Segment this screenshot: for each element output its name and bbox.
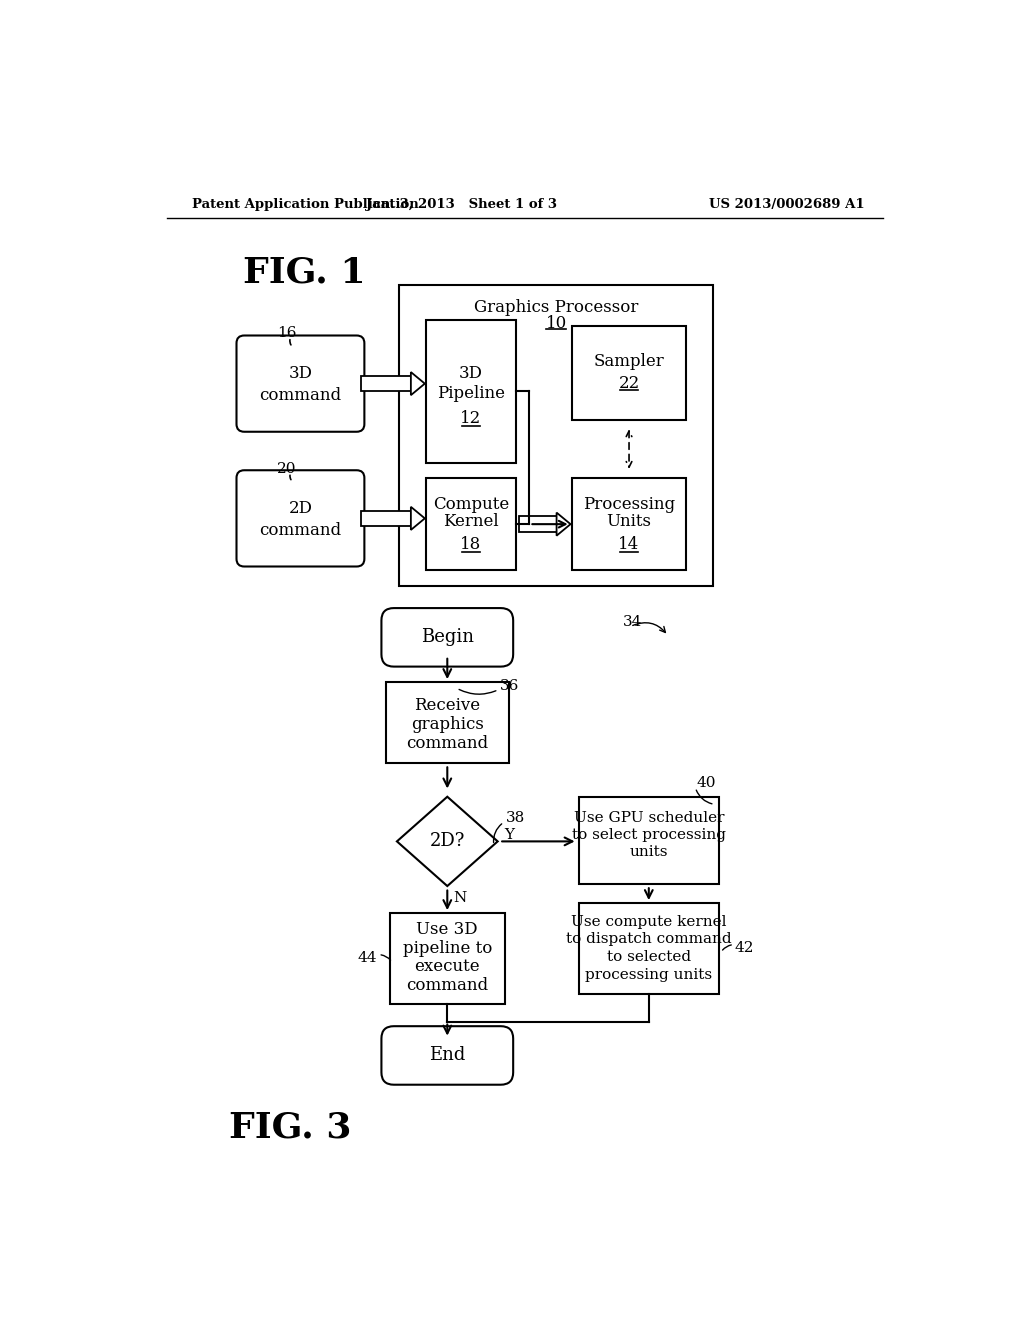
Polygon shape [411, 372, 425, 395]
Bar [579, 797, 719, 884]
Text: processing units: processing units [586, 968, 713, 982]
Text: Use 3D: Use 3D [417, 921, 478, 939]
Text: to selected: to selected [607, 950, 691, 964]
Bar [579, 903, 719, 994]
Text: Use compute kernel: Use compute kernel [571, 915, 727, 929]
FancyBboxPatch shape [381, 1026, 513, 1085]
Text: N: N [454, 891, 467, 904]
Text: to select processing: to select processing [571, 828, 726, 842]
Text: 22: 22 [618, 375, 640, 392]
Text: execute: execute [415, 958, 480, 975]
Text: 3D: 3D [459, 366, 483, 383]
Bar [426, 478, 515, 570]
Text: command: command [259, 387, 341, 404]
Text: Use GPU scheduler: Use GPU scheduler [573, 812, 724, 825]
Text: 2D: 2D [289, 500, 312, 517]
Polygon shape [557, 512, 570, 536]
Bar [386, 682, 509, 763]
Text: 18: 18 [461, 536, 481, 553]
Text: to dispatch command: to dispatch command [566, 932, 731, 946]
Text: Units: Units [606, 513, 651, 531]
Text: 3D: 3D [289, 366, 312, 383]
Bar [426, 321, 515, 462]
Text: 12: 12 [461, 411, 481, 428]
Text: pipeline to: pipeline to [402, 940, 492, 957]
Text: FIG. 3: FIG. 3 [228, 1110, 351, 1144]
Text: 34: 34 [623, 615, 642, 628]
Text: FIG. 1: FIG. 1 [243, 255, 366, 289]
Text: Graphics Processor: Graphics Processor [474, 298, 638, 315]
Text: Patent Application Publication: Patent Application Publication [191, 198, 418, 211]
Text: command: command [259, 521, 341, 539]
Bar [360, 511, 411, 527]
Text: command: command [407, 977, 488, 994]
Bar [390, 913, 505, 1003]
FancyBboxPatch shape [237, 470, 365, 566]
Text: 36: 36 [500, 678, 519, 693]
Bar [572, 326, 686, 420]
Polygon shape [411, 507, 425, 529]
Text: graphics: graphics [411, 715, 483, 733]
Text: 2D?: 2D? [430, 833, 465, 850]
Text: 38: 38 [506, 812, 524, 825]
Bar [519, 516, 557, 532]
Text: End: End [429, 1047, 466, 1064]
Bar [360, 376, 411, 391]
Text: Receive: Receive [415, 697, 480, 714]
Text: Begin: Begin [421, 628, 474, 647]
Bar [572, 478, 686, 570]
Text: Kernel: Kernel [443, 513, 499, 531]
Text: units: units [630, 845, 668, 859]
Text: 10: 10 [546, 315, 567, 333]
Text: Jan. 3, 2013   Sheet 1 of 3: Jan. 3, 2013 Sheet 1 of 3 [366, 198, 557, 211]
Text: Y: Y [504, 828, 514, 842]
Text: 40: 40 [697, 776, 717, 789]
Text: 20: 20 [276, 462, 296, 475]
Text: Sampler: Sampler [594, 354, 665, 370]
Text: Processing: Processing [583, 496, 675, 513]
FancyBboxPatch shape [381, 609, 513, 667]
Text: Compute: Compute [433, 496, 509, 513]
FancyBboxPatch shape [237, 335, 365, 432]
Text: 14: 14 [618, 536, 640, 553]
Text: Pipeline: Pipeline [437, 384, 505, 401]
Text: 42: 42 [734, 941, 754, 956]
Text: command: command [407, 735, 488, 752]
Text: US 2013/0002689 A1: US 2013/0002689 A1 [709, 198, 864, 211]
Bar [399, 285, 713, 586]
Text: 44: 44 [357, 952, 377, 965]
Text: 16: 16 [276, 326, 296, 341]
